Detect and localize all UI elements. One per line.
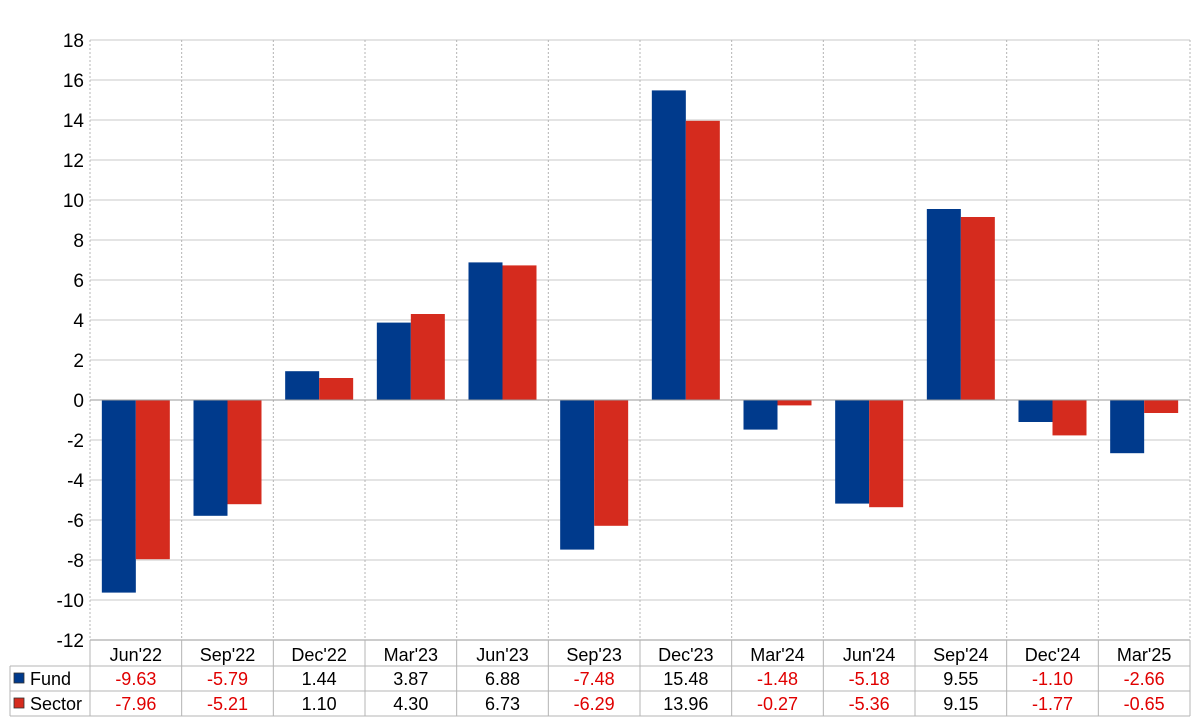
bar-sector xyxy=(135,400,170,560)
bar-fund xyxy=(1018,400,1053,422)
data-label-fund: -1.10 xyxy=(1032,669,1073,689)
x-tick-label: Sep'23 xyxy=(566,645,622,665)
data-label-sector: 4.30 xyxy=(393,694,428,714)
data-label-fund: 15.48 xyxy=(663,669,708,689)
y-tick-label: -4 xyxy=(67,471,84,492)
y-tick-label: 2 xyxy=(73,351,84,372)
data-label-sector: 13.96 xyxy=(663,694,708,714)
bar-sector xyxy=(319,378,354,400)
legend-label-fund: Fund xyxy=(30,669,71,689)
data-label-fund: -1.48 xyxy=(757,669,798,689)
data-label-fund: -9.63 xyxy=(115,669,156,689)
bar-fund xyxy=(101,400,136,593)
data-label-fund: -7.48 xyxy=(574,669,615,689)
legend-label-sector: Sector xyxy=(30,694,82,714)
y-tick-label: -2 xyxy=(67,431,84,452)
x-tick-label: Mar'25 xyxy=(1117,645,1171,665)
bar-sector xyxy=(1144,400,1179,413)
data-label-sector: -0.27 xyxy=(757,694,798,714)
x-tick-label: Jun'22 xyxy=(110,645,162,665)
data-label-sector: 9.15 xyxy=(943,694,978,714)
legend-swatch-sector xyxy=(13,697,25,709)
data-label-sector: -7.96 xyxy=(115,694,156,714)
x-tick-label: Mar'23 xyxy=(384,645,438,665)
bar-fund xyxy=(1110,400,1145,454)
bar-fund xyxy=(926,209,961,400)
data-label-sector: 6.73 xyxy=(485,694,520,714)
x-tick-label: Mar'24 xyxy=(750,645,804,665)
legend-swatch-fund xyxy=(13,672,25,684)
bar-sector xyxy=(502,265,537,400)
bar-fund xyxy=(835,400,870,504)
data-label-sector: -0.65 xyxy=(1124,694,1165,714)
data-label-sector: -1.77 xyxy=(1032,694,1073,714)
bar-fund xyxy=(468,262,503,400)
data-label-sector: 1.10 xyxy=(302,694,337,714)
x-tick-label: Sep'22 xyxy=(200,645,256,665)
bar-fund xyxy=(651,90,686,401)
data-label-sector: -5.36 xyxy=(849,694,890,714)
y-tick-label: 4 xyxy=(73,311,84,332)
data-label-fund: 9.55 xyxy=(943,669,978,689)
bar-sector xyxy=(960,217,995,400)
y-tick-label: 12 xyxy=(63,151,84,172)
y-tick-label: -10 xyxy=(57,591,84,612)
data-label-fund: -5.79 xyxy=(207,669,248,689)
data-label-fund: 3.87 xyxy=(393,669,428,689)
x-tick-label: Sep'24 xyxy=(933,645,989,665)
x-tick-label: Jun'24 xyxy=(843,645,895,665)
data-label-fund: -5.18 xyxy=(849,669,890,689)
y-tick-label: 16 xyxy=(63,71,84,92)
y-tick-label: 0 xyxy=(73,391,84,412)
x-tick-label: Dec'23 xyxy=(658,645,713,665)
data-label-fund: 1.44 xyxy=(302,669,337,689)
data-label-sector: -6.29 xyxy=(574,694,615,714)
y-tick-label: 10 xyxy=(63,191,84,212)
x-tick-label: Dec'24 xyxy=(1025,645,1080,665)
bar-fund xyxy=(560,400,595,550)
bar-fund xyxy=(743,400,778,430)
data-label-fund: -2.66 xyxy=(1124,669,1165,689)
bar-sector xyxy=(594,400,629,526)
bar-sector xyxy=(227,400,262,505)
data-label-sector: -5.21 xyxy=(207,694,248,714)
data-label-fund: 6.88 xyxy=(485,669,520,689)
bar-fund xyxy=(285,371,320,400)
x-tick-label: Jun'23 xyxy=(476,645,528,665)
bar-sector xyxy=(1052,400,1087,436)
bar-sector xyxy=(410,314,445,400)
bar-sector xyxy=(869,400,904,508)
y-tick-label: 6 xyxy=(73,271,84,292)
y-tick-label: 8 xyxy=(73,231,84,252)
x-tick-label: Dec'22 xyxy=(291,645,346,665)
bar-fund xyxy=(193,400,228,516)
y-tick-label: -12 xyxy=(57,631,84,652)
y-tick-label: 18 xyxy=(63,31,84,52)
bar-fund xyxy=(376,322,411,400)
y-tick-label: -8 xyxy=(67,551,84,572)
bar-sector xyxy=(685,120,720,401)
y-tick-label: -6 xyxy=(67,511,84,532)
y-tick-label: 14 xyxy=(63,111,85,132)
bar-sector xyxy=(777,400,812,406)
